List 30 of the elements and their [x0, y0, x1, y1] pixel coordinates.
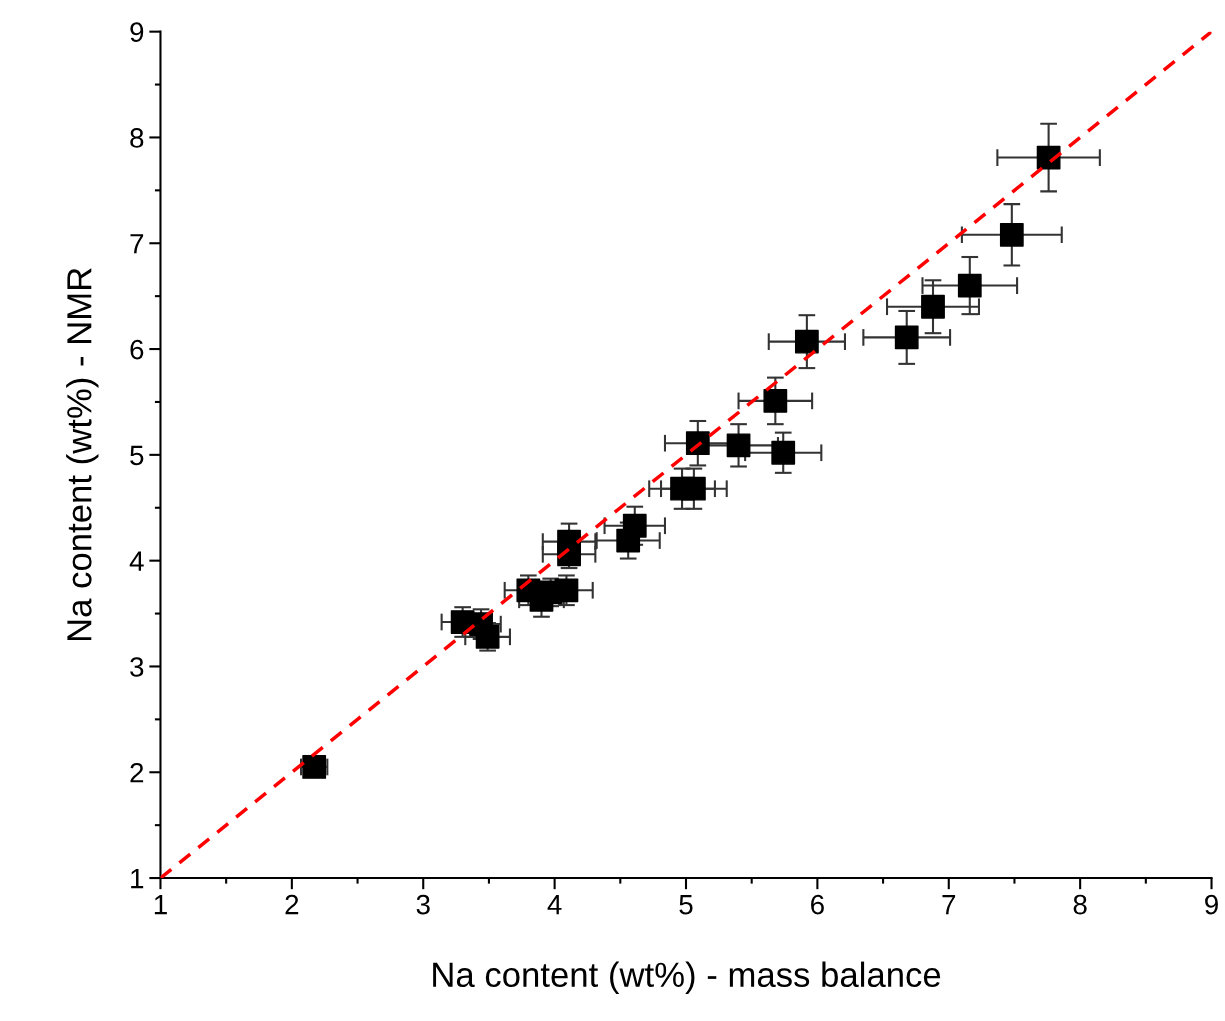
point [681, 476, 706, 501]
x-tick-label: 3 [416, 894, 430, 915]
y-tick-label: 1 [131, 869, 144, 889]
x-tick-label: 2 [285, 894, 299, 915]
y-tick-label: 6 [130, 339, 144, 360]
point [771, 440, 796, 465]
point [794, 329, 819, 354]
point [616, 528, 641, 553]
point [763, 389, 788, 413]
x-tick-label: 4 [547, 895, 562, 915]
point [894, 325, 919, 350]
x-tick-label: 9 [1205, 894, 1218, 915]
y-tick-label: 9 [130, 22, 144, 42]
y-tick-label: 7 [130, 234, 144, 254]
x-tick-label: 6 [811, 894, 824, 915]
y-tick-label: 4 [129, 551, 144, 571]
point [957, 273, 982, 298]
x-tick-label: 8 [1073, 894, 1087, 915]
y-tick-label: 2 [130, 762, 144, 783]
y-tick-label: 8 [130, 128, 144, 148]
point [726, 433, 751, 458]
x-tick-label: 7 [942, 895, 956, 915]
x-tick-label: 1 [154, 895, 167, 915]
y-axis-title: Na content (wt%) - NMR [66, 268, 99, 641]
point [921, 294, 945, 319]
x-tick-label: 5 [679, 895, 693, 915]
y-tick-label: 3 [130, 657, 144, 677]
x-axis-title: Na content (wt%) - mass balance [433, 961, 941, 994]
point [999, 222, 1024, 247]
y-tick-label: 5 [130, 445, 144, 466]
